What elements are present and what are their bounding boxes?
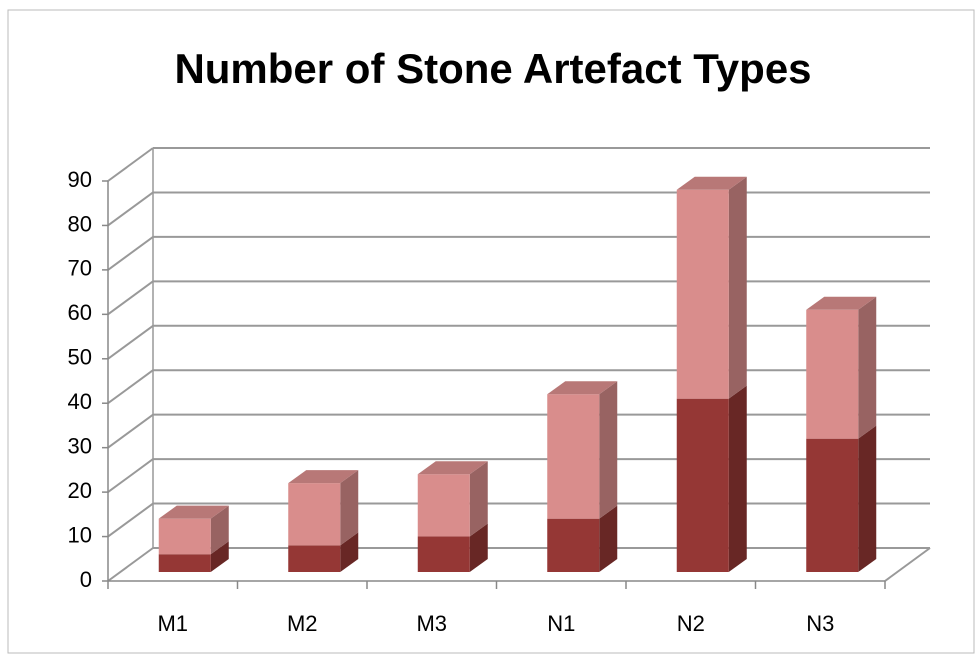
y-tick-label: 30 xyxy=(68,433,92,458)
y-tick-label: 20 xyxy=(68,478,92,503)
bar-top xyxy=(806,296,877,310)
bar-side xyxy=(340,470,359,546)
bar xyxy=(417,536,470,572)
grid-line-side xyxy=(107,502,154,538)
bar-top xyxy=(417,461,488,475)
y-tick-label: 80 xyxy=(68,211,92,236)
bar xyxy=(676,398,729,572)
grid-line-side xyxy=(107,458,154,493)
bar-top xyxy=(288,470,359,484)
bar-top xyxy=(676,176,747,190)
grid-line-side xyxy=(107,547,154,582)
bar-side xyxy=(210,541,229,572)
y-tick-label: 0 xyxy=(80,567,92,592)
y-tick-label: 60 xyxy=(68,300,92,325)
x-tick-label: N1 xyxy=(547,611,575,636)
bar xyxy=(547,394,600,519)
bar-side xyxy=(599,381,618,519)
bar-side xyxy=(728,385,747,572)
bar-side xyxy=(469,461,488,537)
grid-line-side xyxy=(107,147,154,182)
bar xyxy=(288,545,341,572)
bar-side xyxy=(599,505,618,572)
bar xyxy=(288,483,341,546)
y-tick-label: 10 xyxy=(68,522,92,547)
x-tick-label: M2 xyxy=(287,611,318,636)
bar-side xyxy=(858,425,877,572)
y-tick-label: 50 xyxy=(68,345,92,370)
bar xyxy=(806,309,859,439)
bar xyxy=(158,518,211,555)
bar-side xyxy=(340,532,359,572)
bar-side xyxy=(210,505,229,555)
bar-top xyxy=(547,381,618,395)
grid-line-side xyxy=(107,280,154,316)
bar xyxy=(417,474,470,537)
y-tick-label: 90 xyxy=(68,167,92,192)
x-tick-label: N2 xyxy=(677,611,705,636)
grid-line-side xyxy=(107,236,154,271)
grid-line-side xyxy=(107,324,154,360)
bar xyxy=(158,554,211,572)
grid-line-side xyxy=(107,191,154,227)
bar-top xyxy=(158,505,229,519)
bar-side xyxy=(469,523,488,572)
bar-side xyxy=(728,176,747,399)
x-tick-label: M3 xyxy=(416,611,447,636)
bar-side xyxy=(858,296,877,439)
bar xyxy=(547,518,600,572)
bar xyxy=(806,438,859,572)
chart-title: Number of Stone Artefact Types xyxy=(174,45,811,92)
bar xyxy=(676,189,729,399)
x-tick-label: N3 xyxy=(806,611,834,636)
x-tick-label: M1 xyxy=(157,611,188,636)
y-tick-label: 40 xyxy=(68,389,92,414)
y-tick-label: 70 xyxy=(68,256,92,281)
grid-line-side xyxy=(107,413,154,449)
floor-edge xyxy=(884,547,931,582)
grid-line-side xyxy=(107,369,154,405)
